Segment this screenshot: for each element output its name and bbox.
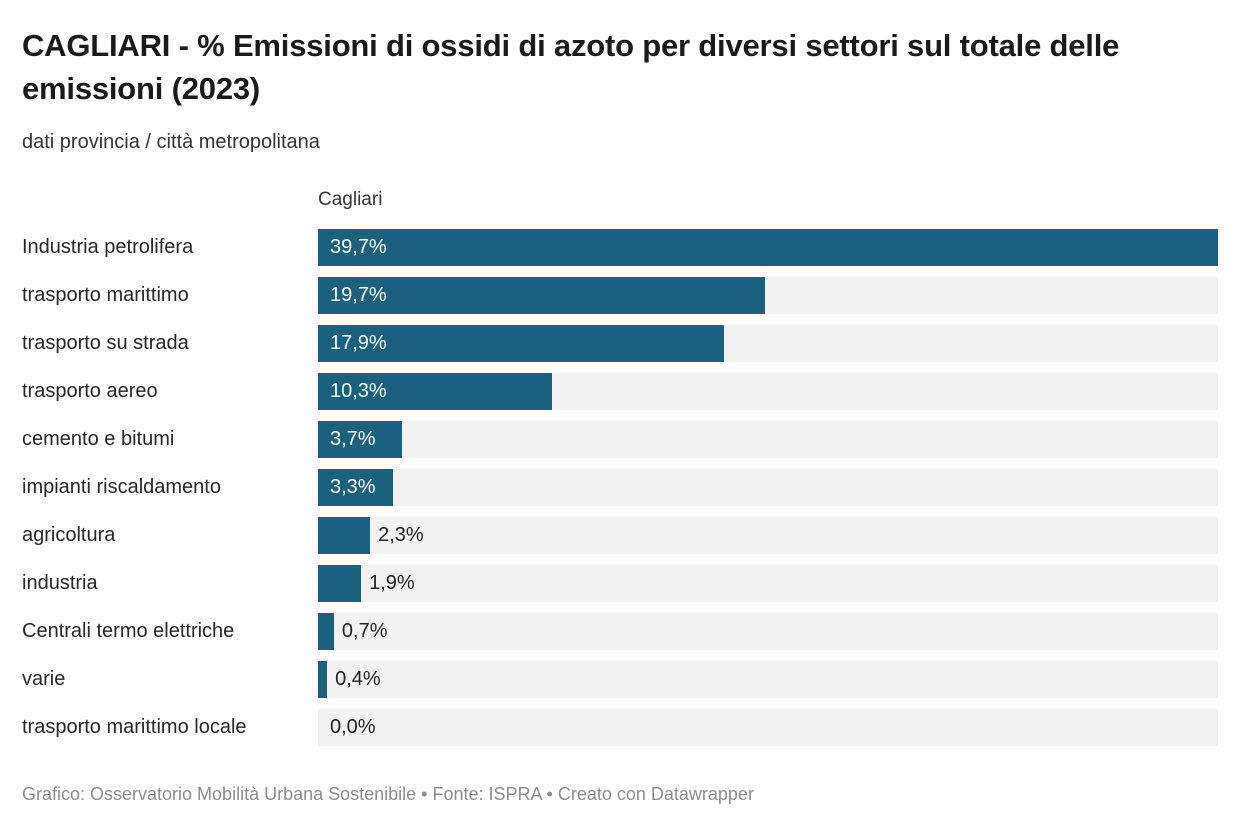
bar[interactable] [318, 612, 334, 650]
column-header-spacer [22, 187, 318, 229]
bar-row: Centrali termo elettriche 0,7% [22, 612, 1218, 650]
value-label: 17,9% [330, 331, 387, 354]
value-label: 2,3% [378, 523, 424, 546]
chart-subtitle: dati provincia / città metropolitana [22, 130, 320, 153]
category-label: varie [22, 667, 66, 690]
value-label: 0,0% [330, 715, 376, 738]
value-label: 19,7% [330, 283, 387, 306]
chart-title: CAGLIARI - % Emissioni di ossidi di azot… [22, 28, 1120, 107]
bar-chart: Cagliari Industria petrolifera 39,7% trasp… [22, 187, 1218, 746]
bar-row: varie 0,4% [22, 660, 1218, 698]
category-label: Centrali termo elettriche [22, 619, 235, 642]
bar-track: 2,3% [318, 516, 1218, 554]
bar-row: trasporto su strada 17,9% [22, 324, 1218, 362]
bar[interactable]: 3,7% [318, 420, 402, 458]
bar-track: 17,9% [318, 324, 1218, 362]
category-label: industria [22, 571, 98, 594]
bar-track: 3,3% [318, 468, 1218, 506]
value-label: 39,7% [330, 235, 387, 258]
bar-track: 10,3% [318, 372, 1218, 410]
bar-track: 0,7% [318, 612, 1218, 650]
bar[interactable] [318, 516, 371, 554]
bar-row: Industria petrolifera 39,7% [22, 228, 1218, 266]
bar-row: impianti riscaldamento 3,3% [22, 468, 1218, 506]
category-label: trasporto marittimo [22, 283, 189, 306]
value-label: 0,4% [335, 667, 381, 690]
category-label: trasporto su strada [22, 331, 189, 354]
column-header-row: Cagliari [22, 187, 1218, 229]
bar[interactable] [318, 660, 328, 698]
bar-track: 0,4% [318, 660, 1218, 698]
bar-row: cemento e bitumi 3,7% [22, 420, 1218, 458]
bar-track: 3,7% [318, 420, 1218, 458]
value-label: 3,3% [330, 475, 376, 498]
category-label: cemento e bitumi [22, 427, 175, 450]
value-label: 0,7% [341, 619, 388, 642]
category-label: impianti riscaldamento [22, 475, 221, 498]
category-label: Industria petrolifera [22, 235, 194, 258]
bar[interactable]: 39,7% [318, 228, 1218, 266]
bar-row: agricoltura 2,3% [22, 516, 1218, 554]
bar[interactable]: 10,3% [318, 372, 552, 410]
bar-row: trasporto marittimo locale 0,0% [22, 708, 1218, 746]
value-label: 1,9% [369, 571, 415, 594]
category-label: trasporto marittimo locale [22, 715, 247, 738]
bar[interactable]: 17,9% [318, 324, 724, 362]
bar-track: 19,7% [318, 276, 1218, 314]
bar[interactable]: 3,3% [318, 468, 393, 506]
column-header: Cagliari [318, 188, 383, 210]
category-label: trasporto aereo [22, 379, 158, 402]
bar-track: 0,0% [318, 708, 1218, 746]
chart-footer: Grafico: Osservatorio Mobilità Urbana So… [22, 783, 754, 804]
chart-rows: Industria petrolifera 39,7% trasporto mari… [22, 228, 1218, 746]
value-label: 3,7% [330, 427, 376, 450]
chart-container: CAGLIARI - % Emissioni di ossidi di azot… [22, 28, 1218, 804]
bar-row: industria 1,9% [22, 564, 1218, 602]
bar[interactable]: 19,7% [318, 276, 765, 314]
bar-row: trasporto marittimo 19,7% [22, 276, 1218, 314]
bar-row: trasporto aereo 10,3% [22, 372, 1218, 410]
category-label: agricoltura [22, 523, 116, 546]
bar[interactable] [318, 564, 362, 602]
value-label: 10,3% [330, 379, 387, 402]
bar-track: 1,9% [318, 564, 1218, 602]
bar-track: 39,7% [318, 228, 1218, 266]
